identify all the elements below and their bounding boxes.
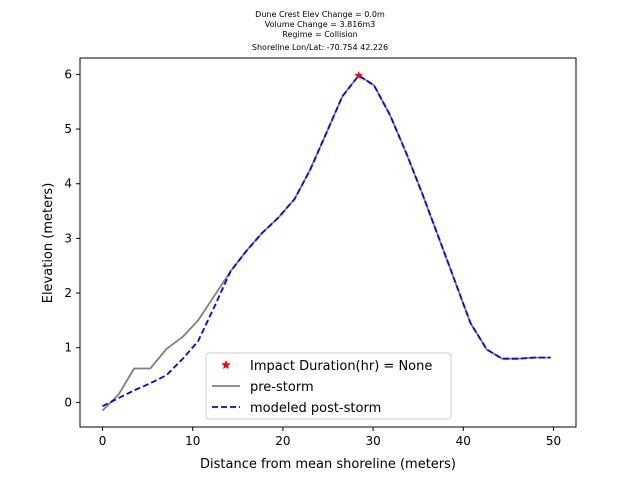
y-tick-label: 1 <box>64 341 72 355</box>
legend-label-post-storm: modeled post-storm <box>250 401 381 416</box>
x-tick-label: 50 <box>546 434 561 448</box>
series-layer <box>101 74 551 412</box>
legend-star-icon <box>221 360 231 369</box>
impact-star-marker <box>354 71 363 80</box>
x-tick-label: 20 <box>275 434 290 448</box>
legend-entry-marker: Impact Duration(hr) = None <box>221 359 432 374</box>
y-tick-label: 3 <box>64 231 72 245</box>
legend: Impact Duration(hr) = None pre-storm mod… <box>205 352 452 420</box>
y-axis: 0 1 2 3 4 5 6 <box>64 67 80 409</box>
x-tick-label: 30 <box>365 434 380 448</box>
x-axis: 0 10 20 30 40 50 <box>99 427 561 448</box>
legend-label-pre-storm: pre-storm <box>250 380 314 395</box>
y-tick-label: 2 <box>64 286 72 300</box>
x-tick-label: 0 <box>99 434 107 448</box>
plot-frame <box>79 57 577 428</box>
y-tick-label: 0 <box>64 395 72 409</box>
title-line-4: Shoreline Lon/Lat: -70.754 42.226 <box>252 43 388 52</box>
x-tick-label: 10 <box>185 434 200 448</box>
legend-entry-pre-storm: pre-storm <box>212 380 314 395</box>
chart-title: Dune Crest Elev Change = 0.0m Volume Cha… <box>252 10 388 52</box>
y-tick-label: 5 <box>64 122 72 136</box>
marker-layer <box>354 71 363 80</box>
legend-entry-post-storm: modeled post-storm <box>212 401 381 416</box>
series-line-modeled-post-storm <box>102 74 551 408</box>
legend-box <box>205 352 452 420</box>
x-tick-label: 40 <box>456 434 471 448</box>
y-tick-label: 4 <box>64 177 72 191</box>
x-axis-label: Distance from mean shoreline (meters) <box>200 457 456 472</box>
title-line-3: Regime = Collision <box>282 30 357 39</box>
y-axis-label: Elevation (meters) <box>41 183 56 304</box>
title-line-1: Dune Crest Elev Change = 0.0m <box>255 10 385 19</box>
y-tick-label: 6 <box>64 67 72 81</box>
legend-label-marker: Impact Duration(hr) = None <box>250 359 432 374</box>
title-line-2: Volume Change = 3.816m3 <box>265 20 376 29</box>
